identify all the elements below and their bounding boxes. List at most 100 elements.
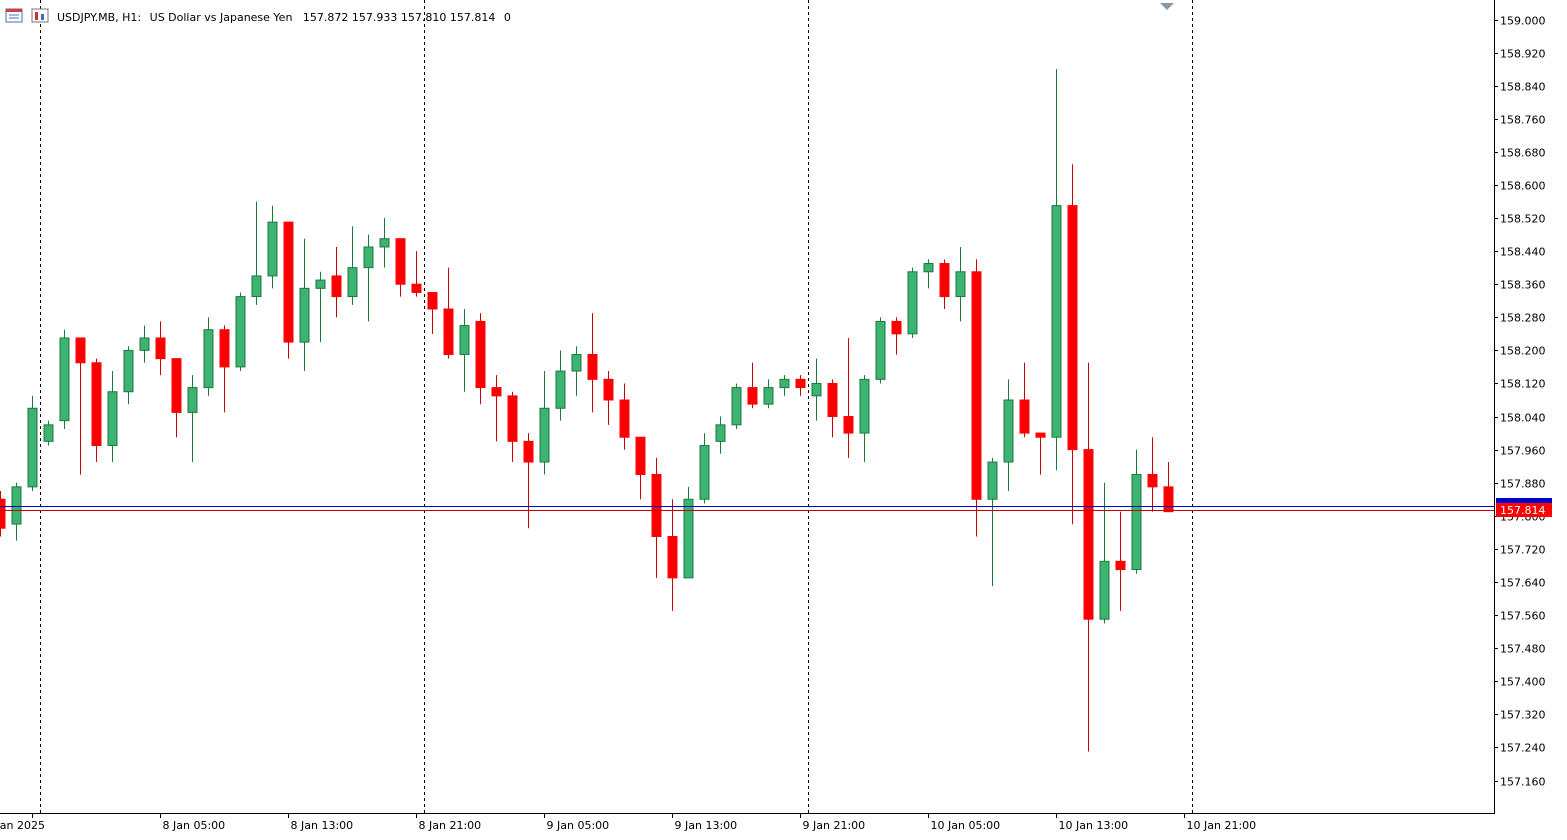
time-tick-label: 9 Jan 13:00 bbox=[675, 819, 738, 832]
price-tick-label: 158.200 bbox=[1500, 345, 1546, 358]
candle-body bbox=[187, 387, 198, 413]
price-tick-label: 158.920 bbox=[1500, 48, 1546, 61]
candle-body bbox=[859, 378, 870, 434]
price-tick-label: 158.680 bbox=[1500, 147, 1546, 160]
candle-body bbox=[619, 399, 630, 438]
candle-body bbox=[443, 308, 454, 356]
candle-body bbox=[843, 416, 854, 434]
candle-body bbox=[139, 337, 150, 351]
price-tick-label: 158.360 bbox=[1500, 279, 1546, 292]
price-axis[interactable]: 159.000 158.920 158.840 158.760 158.680 158.6… bbox=[1494, 15, 1546, 789]
candle-body bbox=[299, 287, 310, 343]
time-tick-label: 9 Jan 05:00 bbox=[547, 819, 610, 832]
price-tick-label: 157.880 bbox=[1500, 478, 1546, 491]
candle-body bbox=[59, 337, 70, 422]
candle-body bbox=[1035, 432, 1046, 438]
price-tick-label: 158.840 bbox=[1500, 81, 1546, 94]
time-tick-label: 9 Jan 21:00 bbox=[803, 819, 866, 832]
chart-shift-marker-icon[interactable] bbox=[1160, 3, 1174, 10]
candle-body bbox=[1163, 486, 1174, 513]
candle-body bbox=[651, 473, 662, 537]
price-tick-label: 158.600 bbox=[1500, 180, 1546, 193]
candle-body bbox=[43, 424, 54, 442]
candle-body bbox=[875, 320, 886, 380]
candle-body bbox=[779, 378, 790, 389]
current-price-tag: 157.814 bbox=[1496, 498, 1552, 517]
candle-body bbox=[891, 320, 902, 335]
candle-body bbox=[1051, 205, 1062, 438]
price-tick-label: 158.120 bbox=[1500, 378, 1546, 391]
candle-body bbox=[763, 387, 774, 405]
ask-tag-background bbox=[1496, 498, 1552, 506]
candle-body bbox=[379, 238, 390, 248]
candle-body bbox=[827, 382, 838, 418]
candle-body bbox=[635, 436, 646, 475]
price-tick-label: 157.320 bbox=[1500, 709, 1546, 722]
symbol-label: USDJPY.MB, H1: bbox=[57, 11, 141, 24]
time-tick-label: 7 Jan 2025 bbox=[0, 819, 45, 832]
candle-body bbox=[747, 387, 758, 405]
svg-text:USDJPY.MB, H1: US Dollar: USDJPY.MB, H1: US Dollar vs Japanese Yen… bbox=[57, 11, 511, 24]
symbol-description: US Dollar vs Japanese Yen bbox=[150, 11, 293, 24]
candle-body bbox=[1131, 473, 1142, 571]
candle-body bbox=[363, 246, 374, 269]
candle-body bbox=[683, 498, 694, 579]
candle-body bbox=[411, 283, 422, 293]
candle-body bbox=[939, 263, 950, 298]
candle-body bbox=[315, 279, 326, 289]
candle-body bbox=[491, 387, 502, 397]
candle-body bbox=[1115, 560, 1126, 571]
price-tick-label: 157.960 bbox=[1500, 445, 1546, 458]
candle-body bbox=[667, 535, 678, 579]
time-tick-label: 10 Jan 05:00 bbox=[931, 819, 1001, 832]
candle-body bbox=[571, 354, 582, 372]
candle-body bbox=[1099, 560, 1110, 620]
spread-value: 0 bbox=[504, 11, 511, 24]
candle-body bbox=[523, 440, 534, 463]
chart-menu-icon[interactable] bbox=[5, 8, 23, 23]
candle-body bbox=[0, 498, 6, 529]
candle-body bbox=[731, 387, 742, 426]
ohlc-values: 157.872 157.933 157.810 157.814 bbox=[303, 11, 495, 24]
time-tick-label: 8 Jan 21:00 bbox=[419, 819, 482, 832]
candle-body bbox=[427, 291, 438, 310]
price-lines bbox=[0, 506, 1494, 511]
price-tick-label: 157.720 bbox=[1500, 544, 1546, 557]
time-axis[interactable]: 7 Jan 2025 8 Jan 05:00 8 Jan 13:00 8 Jan 21… bbox=[0, 813, 1256, 832]
candle-body bbox=[331, 275, 342, 298]
candle-body bbox=[811, 382, 822, 397]
price-tick-label: 157.640 bbox=[1500, 577, 1546, 590]
candle-body bbox=[171, 358, 182, 413]
candle-body bbox=[203, 329, 214, 389]
price-tick-label: 159.000 bbox=[1500, 15, 1546, 28]
candle-body bbox=[923, 263, 934, 273]
chart-header: USDJPY.MB, H1: US Dollar vs Japanese Yen… bbox=[5, 8, 511, 24]
candle-body bbox=[27, 407, 38, 488]
candle-body bbox=[603, 378, 614, 401]
price-tick-label: 157.400 bbox=[1500, 676, 1546, 689]
price-tick-label: 158.440 bbox=[1500, 246, 1546, 259]
price-tick-label: 157.160 bbox=[1500, 776, 1546, 789]
candle-body bbox=[971, 271, 982, 500]
candle-body bbox=[1083, 449, 1094, 620]
candle-body bbox=[475, 320, 486, 389]
candle-body bbox=[555, 370, 566, 409]
candle-body bbox=[955, 271, 966, 298]
time-tick-label: 10 Jan 13:00 bbox=[1059, 819, 1129, 832]
time-tick-label: 8 Jan 05:00 bbox=[163, 819, 226, 832]
candle-body bbox=[155, 337, 166, 360]
time-tick-label: 10 Jan 21:00 bbox=[1187, 819, 1257, 832]
candle-body bbox=[107, 391, 118, 446]
bars-chart-icon[interactable] bbox=[31, 8, 49, 23]
candle-body bbox=[123, 349, 134, 393]
price-tick-label: 157.480 bbox=[1500, 643, 1546, 656]
candle-body bbox=[699, 444, 710, 500]
candle-body bbox=[1019, 399, 1030, 434]
price-tick-label: 157.560 bbox=[1500, 610, 1546, 623]
candle-body bbox=[795, 378, 806, 389]
candle-body bbox=[507, 395, 518, 442]
candle-body bbox=[539, 407, 550, 463]
candle-body bbox=[347, 267, 358, 298]
